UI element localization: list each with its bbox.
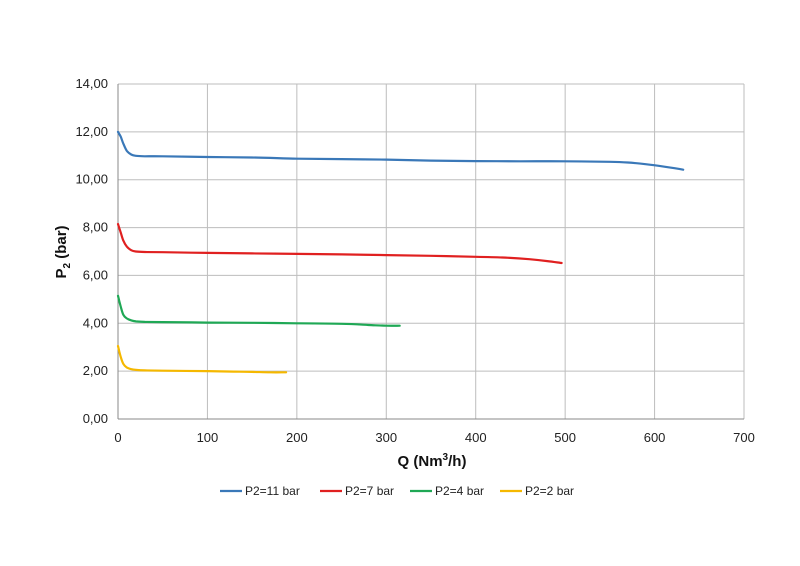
legend-label: P2=7 bar	[345, 484, 394, 498]
y-axis-title-sub: 2	[62, 263, 73, 269]
y-tick-label: 4,00	[83, 315, 108, 330]
y-axis-title: P2 (bar)	[53, 225, 73, 278]
x-axis-title: Q (Nm3/h)	[398, 452, 467, 470]
x-tick-label: 700	[733, 430, 755, 445]
x-tick-label: 200	[286, 430, 308, 445]
x-tick-labels: 0 100 200 300 400 500 600 700	[114, 430, 754, 445]
y-tick-label: 2,00	[83, 363, 108, 378]
y-tick-label: 0,00	[83, 411, 108, 426]
series-line-1	[116, 130, 685, 171]
x-tick-label: 600	[644, 430, 666, 445]
x-tick-label: 300	[375, 430, 397, 445]
x-tick-label: 400	[465, 430, 487, 445]
y-tick-label: 14,00	[75, 76, 108, 91]
y-axis-title-main: P	[53, 269, 70, 279]
series-lines	[116, 130, 685, 374]
series-line-3	[116, 294, 401, 327]
x-axis-title-main: Q (Nm	[398, 453, 443, 470]
x-axis-title-sup: 3	[443, 452, 449, 463]
legend-label: P2=11 bar	[245, 484, 300, 498]
legend: P2=11 bar P2=7 bar P2=4 bar P2=2 bar	[220, 484, 574, 498]
y-tick-label: 8,00	[83, 220, 108, 235]
x-axis-title-tail: /h)	[448, 453, 466, 470]
series-line-4	[116, 344, 288, 374]
legend-label: P2=2 bar	[525, 484, 574, 498]
y-axis-title-tail: (bar)	[53, 225, 70, 263]
x-tick-label: 100	[197, 430, 219, 445]
y-tick-label: 10,00	[75, 172, 108, 187]
legend-label: P2=4 bar	[435, 484, 484, 498]
y-tick-label: 6,00	[83, 267, 108, 282]
y-tick-labels: 0,00 2,00 4,00 6,00 8,00 10,00 12,00 14,00	[75, 76, 108, 426]
y-tick-label: 12,00	[75, 124, 108, 139]
x-tick-label: 500	[554, 430, 576, 445]
gridlines	[117, 83, 745, 420]
series-line-2	[116, 222, 563, 265]
x-tick-label: 0	[114, 430, 121, 445]
